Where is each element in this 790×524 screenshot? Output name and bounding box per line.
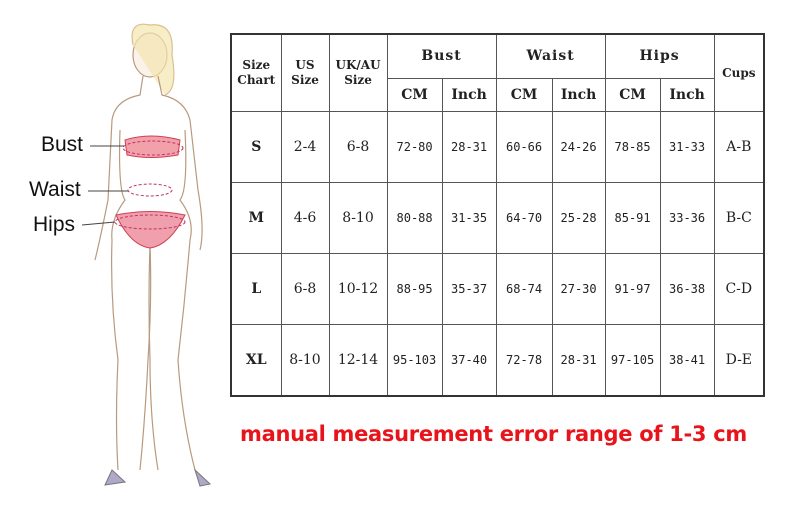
cell-us: 2-4: [280, 111, 330, 183]
cell-us: 4-6: [280, 182, 330, 254]
table-row: M 4-6 8-10 80-88 31-35 64-70 25-28 85-91 33-36 B-…: [230, 182, 765, 254]
cell-size: XL: [230, 324, 282, 397]
measurement-error-note: manual measurement error range of 1-3 cm: [240, 422, 747, 446]
header-waist-inch: Inch: [551, 78, 606, 112]
cell-size: L: [230, 253, 282, 325]
bust-label: Bust: [41, 133, 84, 156]
cell-hips-in: 36-38: [659, 253, 715, 325]
cell-us: 6-8: [280, 253, 330, 325]
cell-bust-in: 35-37: [441, 253, 497, 325]
header-bust-cm: CM: [386, 78, 443, 112]
size-chart-table: Size Chart US Size UK/AU Size Bust Waist…: [230, 33, 766, 397]
cell-size: M: [230, 182, 282, 254]
table-row: L 6-8 10-12 88-95 35-37 68-74 27-30 91-97 36-38 C…: [230, 253, 765, 325]
cell-bust-cm: 95-103: [386, 324, 443, 397]
header-waist: Waist: [495, 33, 606, 79]
waist-label: Waist: [29, 178, 81, 201]
cell-waist-in: 25-28: [551, 182, 606, 254]
cell-hips-cm: 97-105: [604, 324, 661, 397]
cell-hips-cm: 91-97: [604, 253, 661, 325]
cell-waist-cm: 72-78: [495, 324, 553, 397]
cell-bust-in: 28-31: [441, 111, 497, 183]
cell-hips-in: 33-36: [659, 182, 715, 254]
cell-waist-cm: 68-74: [495, 253, 553, 325]
header-bust-inch: Inch: [441, 78, 497, 112]
cell-waist-in: 28-31: [551, 324, 606, 397]
header-uk-au-size: UK/AU Size: [328, 33, 388, 112]
header-hips: Hips: [604, 33, 715, 79]
cell-bust-cm: 80-88: [386, 182, 443, 254]
cell-waist-cm: 64-70: [495, 182, 553, 254]
header-bust: Bust: [386, 33, 497, 79]
cell-bust-in: 37-40: [441, 324, 497, 397]
header-hips-inch: Inch: [659, 78, 715, 112]
header-cups: Cups: [713, 33, 765, 112]
cell-hips-in: 31-33: [659, 111, 715, 183]
cell-cups: A-B: [713, 111, 765, 183]
cell-waist-cm: 60-66: [495, 111, 553, 183]
cell-cups: B-C: [713, 182, 765, 254]
cell-waist-in: 27-30: [551, 253, 606, 325]
cell-bust-in: 31-35: [441, 182, 497, 254]
figure-illustration: [81, 23, 212, 487]
header-size-chart: Size Chart: [230, 33, 282, 112]
cell-cups: C-D: [713, 253, 765, 325]
header-hips-cm: CM: [604, 78, 661, 112]
cell-hips-cm: 85-91: [604, 182, 661, 254]
cell-uk: 12-14: [328, 324, 388, 397]
cell-uk: 6-8: [328, 111, 388, 183]
table-row: XL 8-10 12-14 95-103 37-40 72-78 28-31 97-105 38…: [230, 324, 765, 397]
cell-size: S: [230, 111, 282, 183]
cell-cups: D-E: [713, 324, 765, 397]
cell-uk: 10-12: [328, 253, 388, 325]
cell-bust-cm: 88-95: [386, 253, 443, 325]
cell-hips-cm: 78-85: [604, 111, 661, 183]
cell-uk: 8-10: [328, 182, 388, 254]
cell-waist-in: 24-26: [551, 111, 606, 183]
header-waist-cm: CM: [495, 78, 553, 112]
hips-label: Hips: [33, 213, 76, 236]
cell-bust-cm: 72-80: [386, 111, 443, 183]
table-row: S 2-4 6-8 72-80 28-31 60-66 24-26 78-85 31-33 A-B: [230, 111, 765, 183]
header-us-size: US Size: [280, 33, 330, 112]
cell-us: 8-10: [280, 324, 330, 397]
cell-hips-in: 38-41: [659, 324, 715, 397]
